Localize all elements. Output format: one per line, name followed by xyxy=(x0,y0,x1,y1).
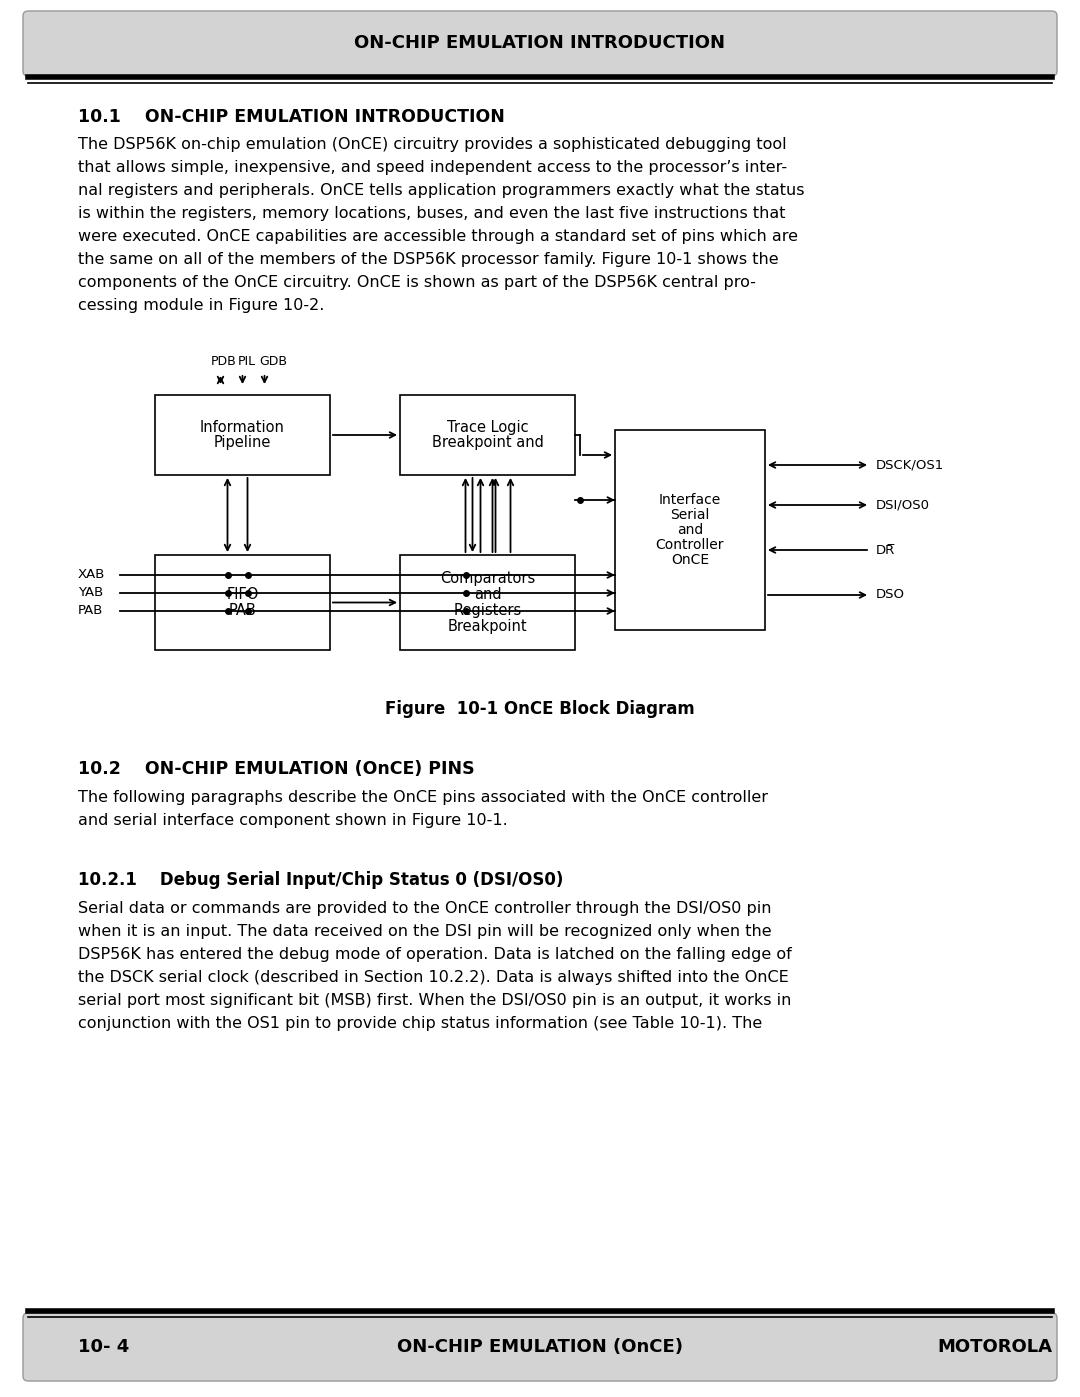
Text: ON-CHIP EMULATION (OnCE): ON-CHIP EMULATION (OnCE) xyxy=(397,1338,683,1356)
Bar xyxy=(400,555,575,650)
Text: 10.2    ON-CHIP EMULATION (OnCE) PINS: 10.2 ON-CHIP EMULATION (OnCE) PINS xyxy=(78,760,474,778)
Text: that allows simple, inexpensive, and speed independent access to the processor’s: that allows simple, inexpensive, and spe… xyxy=(78,161,787,175)
Text: DR̅: DR̅ xyxy=(876,543,895,556)
Text: were executed. OnCE capabilities are accessible through a standard set of pins w: were executed. OnCE capabilities are acc… xyxy=(78,229,798,244)
Bar xyxy=(400,395,575,475)
Text: OnCE: OnCE xyxy=(671,553,710,567)
Text: and serial interface component shown in Figure 10-1.: and serial interface component shown in … xyxy=(78,813,508,828)
Text: conjunction with the OS1 pin to provide chip status information (see Table 10-1): conjunction with the OS1 pin to provide … xyxy=(78,1016,762,1031)
Text: ON-CHIP EMULATION INTRODUCTION: ON-CHIP EMULATION INTRODUCTION xyxy=(354,35,726,53)
Text: The following paragraphs describe the OnCE pins associated with the OnCE control: The following paragraphs describe the On… xyxy=(78,789,768,805)
Text: PAB: PAB xyxy=(78,605,104,617)
Text: DSO: DSO xyxy=(876,588,905,602)
Text: GDB: GDB xyxy=(259,355,287,367)
Text: Interface: Interface xyxy=(659,493,721,507)
Text: DSI/OS0: DSI/OS0 xyxy=(876,499,930,511)
Text: the DSCK serial clock (described in Section 10.2.2). Data is always shifted into: the DSCK serial clock (described in Sect… xyxy=(78,970,788,985)
Text: Serial data or commands are provided to the OnCE controller through the DSI/OS0 : Serial data or commands are provided to … xyxy=(78,901,771,916)
Text: nal registers and peripherals. OnCE tells application programmers exactly what t: nal registers and peripherals. OnCE tell… xyxy=(78,183,805,198)
FancyBboxPatch shape xyxy=(23,11,1057,75)
Text: Registers: Registers xyxy=(454,604,522,617)
Text: when it is an input. The data received on the DSI pin will be recognized only wh: when it is an input. The data received o… xyxy=(78,923,771,939)
Text: PDB: PDB xyxy=(211,355,237,367)
Text: and: and xyxy=(474,587,501,602)
Text: Serial: Serial xyxy=(671,509,710,522)
Text: Comparators: Comparators xyxy=(440,571,535,587)
Text: Controller: Controller xyxy=(656,538,725,552)
Text: MOTOROLA: MOTOROLA xyxy=(937,1338,1052,1356)
Text: PAB: PAB xyxy=(229,604,256,617)
Text: FIFO: FIFO xyxy=(227,587,259,602)
Text: the same on all of the members of the DSP56K processor family. Figure 10-1 shows: the same on all of the members of the DS… xyxy=(78,251,779,267)
Text: Pipeline: Pipeline xyxy=(214,436,271,450)
Text: 10.2.1    Debug Serial Input/Chip Status 0 (DSI/OS0): 10.2.1 Debug Serial Input/Chip Status 0 … xyxy=(78,870,564,888)
Text: components of the OnCE circuitry. OnCE is shown as part of the DSP56K central pr: components of the OnCE circuitry. OnCE i… xyxy=(78,275,756,291)
Text: Breakpoint and: Breakpoint and xyxy=(432,436,543,450)
Text: XAB: XAB xyxy=(78,569,106,581)
Text: DSCK/OS1: DSCK/OS1 xyxy=(876,458,944,472)
Text: 10- 4: 10- 4 xyxy=(78,1338,130,1356)
Text: serial port most significant bit (MSB) first. When the DSI/OS0 pin is an output,: serial port most significant bit (MSB) f… xyxy=(78,993,792,1009)
Text: YAB: YAB xyxy=(78,587,104,599)
Text: is within the registers, memory locations, buses, and even the last five instruc: is within the registers, memory location… xyxy=(78,205,785,221)
Text: The DSP56K on-chip emulation (OnCE) circuitry provides a sophisticated debugging: The DSP56K on-chip emulation (OnCE) circ… xyxy=(78,137,786,152)
Bar xyxy=(615,430,765,630)
Text: and: and xyxy=(677,522,703,536)
FancyBboxPatch shape xyxy=(23,1313,1057,1382)
Text: PIL: PIL xyxy=(238,355,256,367)
Text: Breakpoint: Breakpoint xyxy=(448,619,527,634)
Bar xyxy=(156,555,330,650)
Text: DSP56K has entered the debug mode of operation. Data is latched on the falling e: DSP56K has entered the debug mode of ope… xyxy=(78,947,792,963)
Text: cessing module in Figure 10-2.: cessing module in Figure 10-2. xyxy=(78,298,324,313)
Text: Information: Information xyxy=(200,419,285,434)
Text: Trace Logic: Trace Logic xyxy=(447,419,528,434)
Text: 10.1    ON-CHIP EMULATION INTRODUCTION: 10.1 ON-CHIP EMULATION INTRODUCTION xyxy=(78,108,504,126)
Bar xyxy=(156,395,330,475)
Text: Figure  10-1 OnCE Block Diagram: Figure 10-1 OnCE Block Diagram xyxy=(386,700,694,718)
